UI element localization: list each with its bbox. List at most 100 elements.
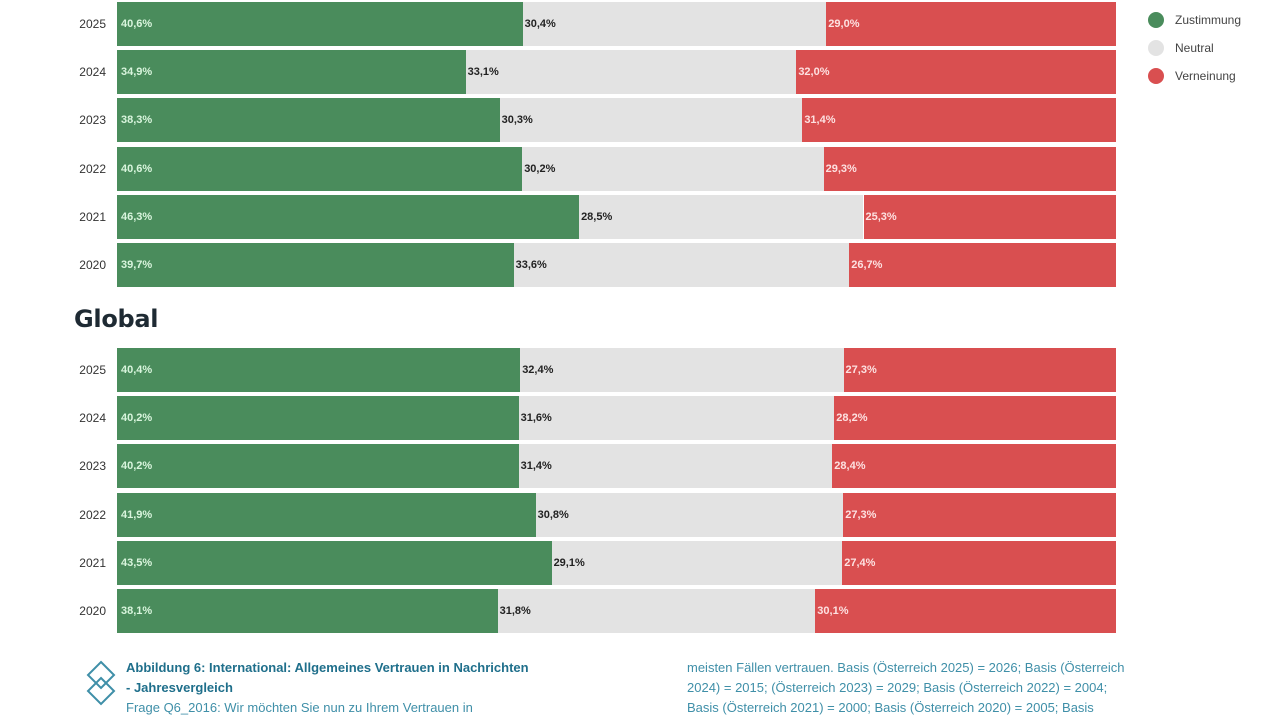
- y-tick-label: 2021: [79, 555, 106, 570]
- data-label: 27,3%: [845, 508, 877, 521]
- data-label: 29,3%: [825, 162, 857, 175]
- bar-row: 2021 43,5% 29,1% 27,4%: [0, 540, 1130, 585]
- bar-segment-verneinung: 30,1%: [815, 589, 1116, 633]
- bar-segment-neutral: 30,3%: [499, 98, 803, 143]
- y-tick-label: 2025: [79, 17, 106, 31]
- bar-segment-neutral: 30,4%: [522, 2, 827, 46]
- bar-row: 2022 40,6% 30,2% 29,3%: [0, 146, 1130, 191]
- y-tick-label: 2025: [79, 363, 106, 377]
- data-label: 40,2%: [121, 412, 153, 425]
- figure-caption: Abbildung 6: International: Allgemeines …: [80, 656, 1280, 720]
- legend-label: Verneinung: [1175, 69, 1236, 83]
- bar-segment-zustimmung: 41,9%: [117, 492, 536, 537]
- data-label: 41,9%: [121, 508, 153, 521]
- bar-segment-neutral: 28,5%: [579, 194, 864, 239]
- legend-dot-icon: [1148, 40, 1164, 56]
- data-label: 27,4%: [844, 556, 876, 569]
- y-tick-label: 2021: [79, 209, 106, 224]
- legend-item-verneinung: Verneinung: [1148, 62, 1241, 90]
- data-label: 28,2%: [836, 412, 868, 425]
- bar-row: 2023 40,2% 31,4% 28,4%: [0, 444, 1130, 489]
- bar-segment-neutral: 31,4%: [518, 444, 833, 489]
- bar-segment-neutral: 30,8%: [535, 492, 844, 537]
- data-label: 30,2%: [524, 162, 556, 175]
- legend-label: Neutral: [1175, 41, 1214, 55]
- bar-segment-neutral: 31,6%: [518, 396, 835, 441]
- y-tick-label: 2020: [79, 604, 106, 618]
- bar-segment-verneinung: 27,3%: [843, 492, 1116, 537]
- bar-row: 2022 41,9% 30,8% 27,3%: [0, 492, 1130, 537]
- y-tick-label: 2022: [79, 161, 106, 176]
- data-label: 32,0%: [798, 66, 830, 79]
- legend-item-neutral: Neutral: [1148, 34, 1241, 62]
- caption-text-line: meisten Fällen vertrauen. Basis (Österre…: [687, 660, 1125, 675]
- bar-segment-verneinung: 26,7%: [849, 243, 1116, 287]
- bar-segment-verneinung: 31,4%: [802, 98, 1116, 143]
- bar-segment-zustimmung: 43,5%: [117, 540, 552, 585]
- legend-label: Zustimmung: [1175, 13, 1242, 27]
- data-label: 33,6%: [515, 259, 547, 271]
- data-label: 29,1%: [553, 556, 585, 569]
- bar-segment-neutral: 33,6%: [513, 243, 850, 287]
- data-label: 28,4%: [834, 460, 866, 473]
- data-label: 40,2%: [121, 460, 153, 473]
- data-label: 40,4%: [121, 364, 153, 376]
- caption-column-2: meisten Fällen vertrauen. Basis (Österre…: [687, 658, 1247, 718]
- bar-segment-verneinung: 29,0%: [826, 2, 1116, 46]
- bar-row: 2025 40,4% 32,4% 27,3%: [0, 348, 1130, 392]
- bar-row: 2020 39,7% 33,6% 26,7%: [0, 243, 1130, 287]
- bar-segment-verneinung: 27,4%: [842, 540, 1116, 585]
- data-label: 25,3%: [865, 210, 897, 223]
- bar-row: 2021 46,3% 28,5% 25,3%: [0, 194, 1130, 239]
- caption-text: Frage Q6_2016: Wir möchten Sie nun zu Ih…: [126, 700, 473, 715]
- bar-segment-verneinung: 27,3%: [843, 348, 1116, 392]
- bar-segment-verneinung: 29,3%: [823, 146, 1116, 191]
- bar-segment-verneinung: 25,3%: [863, 194, 1116, 239]
- data-label: 46,3%: [121, 210, 153, 223]
- bar-segment-zustimmung: 40,2%: [117, 444, 519, 489]
- data-label: 30,4%: [524, 18, 556, 30]
- section-title-global: Global: [74, 305, 159, 333]
- bar-segment-neutral: 31,8%: [497, 589, 816, 633]
- bar-segment-verneinung: 28,2%: [834, 396, 1116, 441]
- data-label: 30,8%: [537, 508, 569, 521]
- data-label: 34,9%: [121, 66, 153, 79]
- caption-text-line: Basis (Österreich 2021) = 2000; Basis (Ö…: [687, 700, 1094, 715]
- caption-text-line: 2024) = 2015; (Österreich 2023) = 2029; …: [687, 680, 1108, 695]
- data-label: 40,6%: [121, 18, 153, 30]
- legend-item-zustimmung: Zustimmung: [1148, 6, 1241, 34]
- y-tick-label: 2024: [79, 65, 106, 80]
- diamond-stack-icon: [86, 660, 116, 706]
- data-label: 29,0%: [828, 18, 860, 30]
- bar-row: 2025 40,6% 30,4% 29,0%: [0, 2, 1130, 46]
- bar-segment-neutral: 29,1%: [551, 540, 843, 585]
- bar-segment-zustimmung: 34,9%: [117, 50, 466, 95]
- data-label: 31,4%: [520, 460, 552, 473]
- data-label: 39,7%: [121, 259, 153, 271]
- bar-segment-zustimmung: 38,3%: [117, 98, 500, 143]
- y-tick-label: 2023: [79, 459, 106, 474]
- bar-segment-neutral: 33,1%: [465, 50, 797, 95]
- bar-segment-zustimmung: 38,1%: [117, 589, 498, 633]
- y-tick-label: 2022: [79, 507, 106, 522]
- bar-segment-verneinung: 28,4%: [832, 444, 1116, 489]
- bar-row: 2020 38,1% 31,8% 30,1%: [0, 589, 1130, 633]
- caption-title-cont: - Jahresvergleich: [126, 680, 233, 695]
- bar-segment-zustimmung: 39,7%: [117, 243, 514, 287]
- bar-row: 2023 38,3% 30,3% 31,4%: [0, 98, 1130, 143]
- y-tick-label: 2020: [79, 258, 106, 272]
- data-label: 38,3%: [121, 114, 153, 127]
- data-label: 33,1%: [467, 66, 499, 79]
- data-label: 38,1%: [121, 605, 153, 617]
- y-tick-label: 2023: [79, 113, 106, 128]
- legend-dot-icon: [1148, 12, 1164, 28]
- bar-segment-zustimmung: 40,2%: [117, 396, 519, 441]
- legend-dot-icon: [1148, 68, 1164, 84]
- data-label: 31,4%: [804, 114, 836, 127]
- data-label: 32,4%: [522, 364, 554, 376]
- data-label: 26,7%: [851, 259, 883, 271]
- data-label: 43,5%: [121, 556, 153, 569]
- caption-column-1: Abbildung 6: International: Allgemeines …: [126, 658, 646, 718]
- bar-segment-zustimmung: 46,3%: [117, 194, 580, 239]
